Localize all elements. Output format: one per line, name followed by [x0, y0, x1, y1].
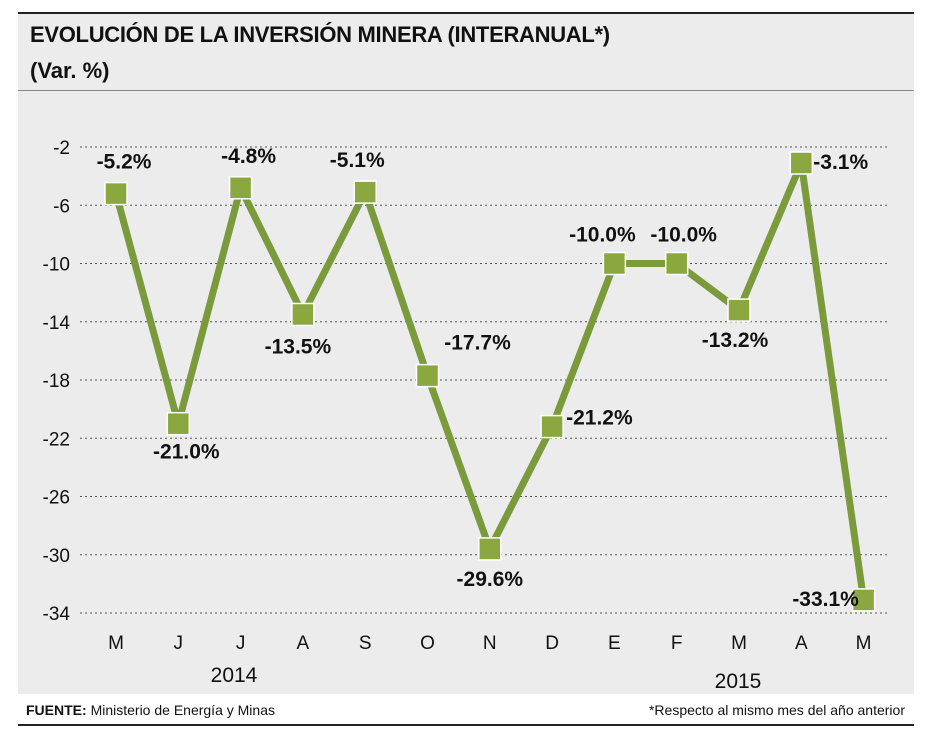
data-label: -5.2% [97, 151, 152, 174]
chart-subtitle: (Var. %) [30, 58, 110, 83]
data-point-marker [664, 251, 689, 276]
x-tick-label: S [359, 633, 372, 654]
source-note: FUENTE: Ministerio de Energía y Minas [26, 702, 275, 718]
x-tick-label: M [731, 633, 747, 654]
data-label: -21.2% [566, 407, 633, 430]
x-tick-label: A [297, 633, 310, 654]
series-line [112, 159, 868, 604]
y-tick-label: -26 [43, 488, 70, 509]
data-point-marker [166, 411, 191, 436]
data-label: -13.2% [702, 329, 769, 352]
x-tick-label: F [671, 633, 683, 654]
footnote: *Respecto al mismo mes del año anterior [648, 702, 905, 718]
x-tick-label: M [108, 633, 124, 654]
data-label: -4.8% [221, 145, 276, 168]
chart-header: EVOLUCIÓN DE LA INVERSIÓN MINERA (INTERA… [18, 14, 914, 90]
x-tick-label: J [174, 633, 184, 654]
x-tick-label: A [795, 633, 808, 654]
y-tick-label: -2 [53, 138, 70, 159]
x-tick-label: D [545, 633, 559, 654]
x-tick-label: N [483, 633, 497, 654]
top-border [18, 12, 914, 14]
data-point-marker [104, 181, 128, 206]
y-tick-label: -30 [43, 546, 70, 567]
y-tick-label: -18 [43, 371, 70, 392]
data-label: -21.0% [153, 441, 220, 464]
chart-title: EVOLUCIÓN DE LA INVERSIÓN MINERA (INTERA… [30, 22, 610, 47]
x-tick-label: E [608, 633, 621, 654]
data-point-marker [415, 363, 440, 388]
x-tick-label: J [236, 633, 246, 654]
x-tick-label: M [856, 633, 872, 654]
data-label: -13.5% [265, 335, 332, 358]
data-label: -10.0% [650, 224, 717, 247]
data-label: -5.1% [330, 149, 385, 172]
chart-area: -2 -6 -10 -14 -18 -22 -26 -30 -34 M J J A S O N D E F M A M 20… [18, 91, 914, 694]
y-tick-label: -14 [43, 313, 71, 334]
y-tick-label: -6 [53, 196, 70, 217]
data-point-marker [291, 302, 315, 327]
data-label: -3.1% [813, 151, 868, 174]
y-tick-label: -34 [43, 604, 71, 625]
year-label: 2014 [211, 664, 258, 687]
year-label: 2015 [715, 670, 762, 693]
data-label: -29.6% [457, 568, 524, 591]
data-point-marker [228, 176, 253, 200]
line-chart: -2 -6 -10 -14 -18 -22 -26 -30 -34 M J J A S O N D E F M A M 20… [43, 138, 888, 693]
data-point-marker [540, 414, 564, 439]
data-label: -10.0% [569, 224, 636, 247]
data-point-marker [353, 180, 377, 204]
bottom-border [18, 724, 914, 726]
y-tick-label: -22 [43, 429, 70, 450]
data-point-marker [727, 298, 751, 322]
data-label: -33.1% [792, 588, 859, 611]
source-label: FUENTE: [26, 702, 87, 718]
source-text: Ministerio de Energía y Minas [90, 702, 275, 718]
header-divider [18, 90, 914, 91]
data-point-marker [851, 588, 876, 612]
data-point-marker [602, 251, 627, 276]
y-tick-label: -10 [43, 255, 70, 276]
x-tick-label: O [420, 633, 435, 654]
data-label: -17.7% [444, 332, 511, 355]
data-point-marker [789, 151, 814, 175]
data-point-marker [478, 537, 502, 561]
